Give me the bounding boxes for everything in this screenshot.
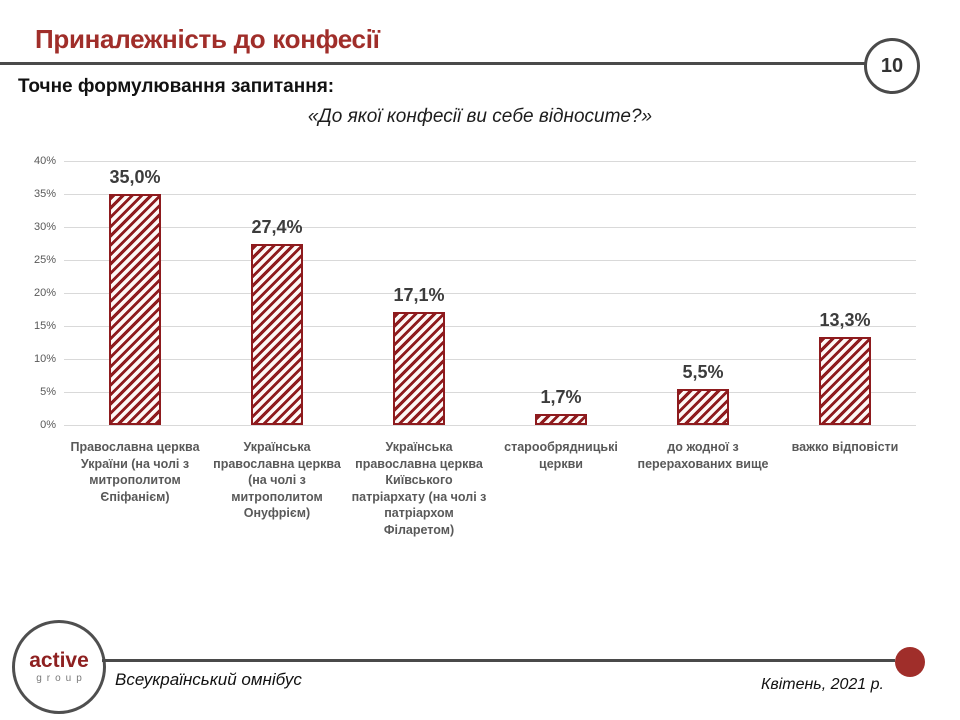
y-axis-tick-label: 0%: [40, 419, 56, 431]
gridline: [64, 260, 916, 261]
bar: [819, 337, 871, 425]
page-number: 10: [880, 54, 904, 77]
y-axis-tick-label: 35%: [33, 188, 56, 200]
y-axis-tick-label: 40%: [33, 155, 56, 167]
page-title: Приналежність до конфесії: [35, 24, 380, 54]
footer-divider: [102, 659, 895, 662]
gridline: [64, 293, 916, 294]
footer-date: Квітень, 2021 р.: [760, 676, 884, 693]
gridline: [64, 194, 916, 195]
y-axis-tick-label: 30%: [33, 221, 56, 233]
y-axis-tick-label: 10%: [33, 353, 56, 365]
category-label: старообрядницькі церкви: [504, 440, 618, 471]
page-number-badge: 10: [864, 38, 920, 94]
question-text: «До якої конфесії ви себе відносите?»: [307, 106, 653, 127]
bar: [535, 413, 587, 425]
logo-secondary-text: group: [36, 673, 87, 684]
bar-value-label: 5,5%: [682, 361, 724, 382]
bar: [677, 388, 729, 425]
gridline: [64, 392, 916, 393]
gridline: [64, 227, 916, 228]
y-axis-tick-label: 15%: [33, 320, 56, 332]
bar-value-label: 13,3%: [819, 310, 871, 331]
bar-value-label: 17,1%: [393, 285, 445, 306]
footer-survey-name: Всеукраїнський омнібус: [115, 670, 302, 689]
bar-value-label: 35,0%: [109, 167, 161, 187]
category-label: Українська православна церква (на чолі з…: [213, 440, 341, 520]
category-label: Українська православна церква Київського…: [351, 440, 487, 537]
footer-red-dot: [895, 647, 925, 677]
category-label: важко відповісти: [791, 440, 899, 454]
bar-value-label: 27,4%: [251, 217, 303, 238]
bar-value-label: 1,7%: [540, 386, 582, 407]
y-axis-tick-label: 5%: [40, 386, 56, 398]
bar: [109, 194, 161, 425]
header-divider: [0, 62, 866, 65]
gridline: [64, 425, 916, 426]
category-label: Православна церква України (на чолі з ми…: [70, 440, 200, 504]
category-label: до жодної з перерахованих вище: [637, 440, 769, 471]
gridline: [64, 359, 916, 360]
active-group-logo: active group: [12, 620, 106, 714]
y-axis-tick-label: 25%: [33, 254, 56, 266]
bar: [251, 244, 303, 425]
logo-primary-text: active: [29, 649, 89, 672]
y-axis-tick-label: 20%: [33, 287, 56, 299]
gridline: [64, 326, 916, 327]
gridline: [64, 161, 916, 162]
question-intro: Точне формулювання запитання:: [18, 76, 335, 97]
bar: [393, 312, 445, 425]
